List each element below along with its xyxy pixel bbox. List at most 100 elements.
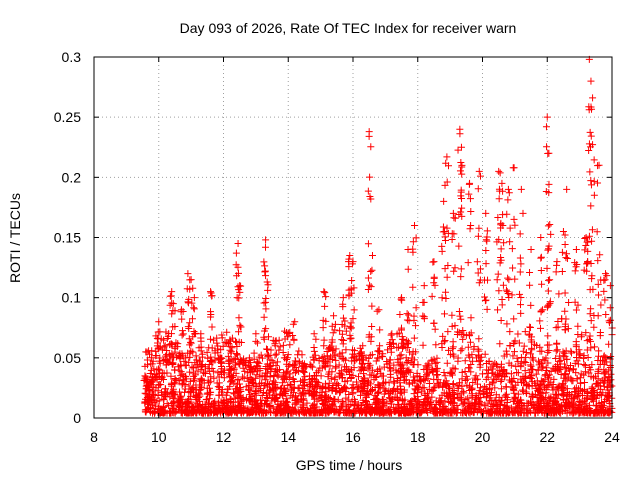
data-point-burst — [517, 230, 524, 237]
data-point — [545, 150, 552, 157]
data-point-burst — [594, 257, 601, 264]
data-point-burst — [537, 255, 544, 262]
data-point-baseline — [406, 349, 413, 356]
data-point-burst — [366, 174, 373, 181]
data-point — [252, 330, 259, 337]
data-point-baseline — [172, 339, 179, 346]
data-point-burst — [457, 273, 464, 280]
data-point-burst — [484, 277, 491, 284]
y-tick-label: 0.05 — [54, 350, 81, 366]
data-point-burst — [526, 282, 533, 289]
data-point-burst — [544, 349, 551, 356]
data-point-burst — [591, 192, 598, 199]
data-point-burst — [450, 268, 457, 275]
data-point — [346, 252, 353, 259]
data-point-burst — [468, 314, 475, 321]
data-point-baseline — [338, 336, 345, 343]
data-point — [184, 270, 191, 277]
data-point-burst — [442, 289, 449, 296]
data-point-burst — [562, 241, 569, 248]
data-point-burst — [553, 341, 560, 348]
data-point-burst — [368, 267, 375, 274]
data-point-burst — [494, 276, 501, 283]
data-point-burst — [155, 392, 162, 399]
data-point-burst — [602, 311, 609, 318]
data-point — [495, 168, 502, 175]
data-point-burst — [439, 294, 446, 301]
data-point — [510, 164, 517, 171]
data-point-baseline — [259, 355, 266, 362]
data-point-burst — [311, 348, 318, 355]
data-point-burst — [410, 317, 417, 324]
data-point-burst — [340, 337, 347, 344]
data-point-burst — [198, 376, 205, 383]
data-point-burst — [545, 347, 552, 354]
data-point — [466, 180, 473, 187]
data-point-burst — [233, 250, 240, 257]
data-point-burst — [500, 282, 507, 289]
data-point-baseline — [230, 389, 237, 396]
y-tick-label: 0.3 — [62, 49, 82, 65]
y-tick-label: 0.2 — [62, 169, 82, 185]
data-point — [587, 78, 594, 85]
data-point-burst — [404, 310, 411, 317]
data-point — [430, 258, 437, 265]
data-point-baseline — [514, 330, 521, 337]
data-point-baseline — [591, 343, 598, 350]
data-point-burst — [419, 299, 426, 306]
data-point-burst — [365, 274, 372, 281]
y-axis-label: ROTI / TECUs — [7, 193, 23, 283]
data-point-burst — [466, 364, 473, 371]
data-point — [560, 228, 567, 235]
data-point-burst — [543, 123, 550, 130]
data-point-burst — [511, 348, 518, 355]
data-point — [589, 94, 596, 101]
data-point-burst — [260, 258, 267, 265]
data-point-burst — [458, 164, 465, 171]
data-point — [443, 153, 450, 160]
data-point-burst — [465, 259, 472, 266]
data-point-burst — [503, 211, 510, 218]
data-point-burst — [320, 342, 327, 349]
data-point-burst — [572, 267, 579, 274]
data-point-burst — [565, 299, 572, 306]
data-point-burst — [504, 288, 511, 295]
data-point-baseline — [440, 369, 447, 376]
data-point — [207, 288, 214, 295]
data-point-burst — [517, 310, 524, 317]
data-point-baseline — [214, 369, 221, 376]
data-point-baseline — [520, 348, 527, 355]
data-point-baseline — [272, 352, 279, 359]
data-point-burst — [369, 252, 376, 259]
data-point-burst — [459, 336, 466, 343]
data-point-burst — [444, 274, 451, 281]
data-point-baseline — [539, 356, 546, 363]
data-point-burst — [517, 294, 524, 301]
data-point-burst — [587, 129, 594, 136]
data-point-burst — [189, 285, 196, 292]
data-point-burst — [457, 167, 464, 174]
data-point-burst — [588, 260, 595, 267]
data-point-burst — [474, 381, 481, 388]
data-point-baseline — [482, 351, 489, 358]
data-point-burst — [459, 327, 466, 334]
data-point-burst — [261, 268, 268, 275]
data-point-burst — [561, 308, 568, 315]
data-point-baseline — [294, 351, 301, 358]
data-point-burst — [505, 290, 512, 297]
data-point-burst — [347, 335, 354, 342]
data-point-baseline — [295, 348, 302, 355]
data-point-baseline — [521, 343, 528, 350]
data-point-burst — [587, 177, 594, 184]
data-point-burst — [367, 268, 374, 275]
roti-chart: Day 093 of 2026, Rate Of TEC Index for r… — [0, 0, 640, 480]
data-point-burst — [405, 311, 412, 318]
data-point — [320, 288, 327, 295]
data-point-burst — [457, 316, 464, 323]
data-point-burst — [452, 264, 459, 271]
data-point-burst — [467, 222, 474, 229]
y-tick-label: 0.1 — [62, 290, 82, 306]
data-point — [476, 168, 483, 175]
data-point-burst — [322, 293, 329, 300]
data-point-burst — [519, 210, 526, 217]
